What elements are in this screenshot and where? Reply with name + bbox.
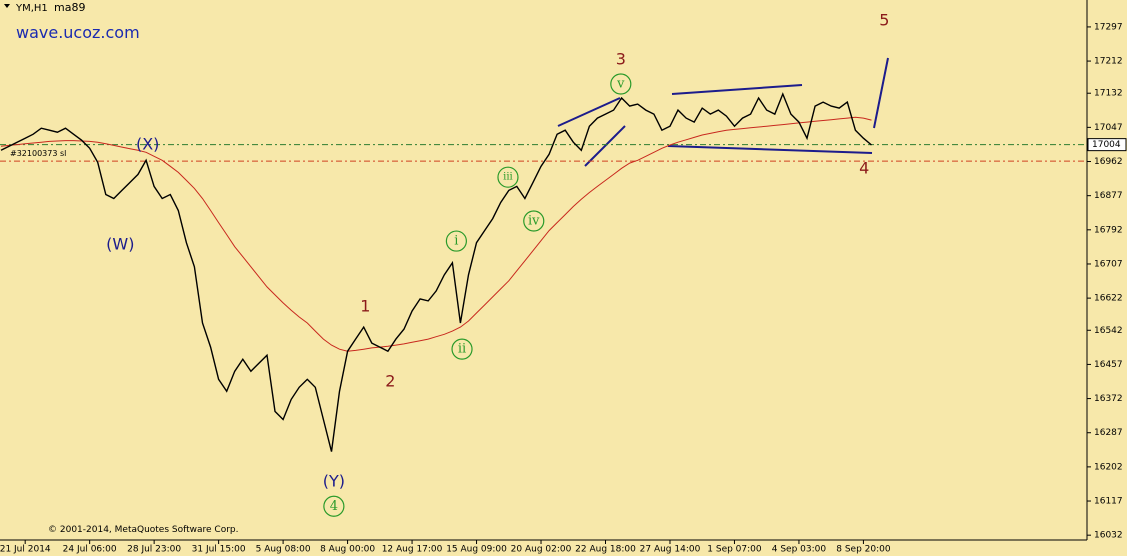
watermark: wave.ucoz.com bbox=[16, 23, 140, 42]
y-tick-label: 16032 bbox=[1094, 531, 1123, 541]
wave-label: ii bbox=[458, 342, 466, 357]
wave-label: 2 bbox=[385, 372, 395, 391]
wave-label: 1 bbox=[360, 296, 370, 315]
x-tick-label: 12 Aug 17:00 bbox=[382, 545, 443, 555]
wave-label: iii bbox=[503, 172, 513, 183]
x-tick-label: 28 Jul 23:00 bbox=[127, 545, 181, 555]
y-tick-label: 16707 bbox=[1094, 259, 1123, 269]
wave-label: 5 bbox=[879, 10, 889, 29]
wave-label: iv bbox=[528, 213, 540, 228]
x-tick-label: 20 Aug 02:00 bbox=[511, 545, 572, 555]
wave-circle bbox=[610, 73, 632, 95]
x-tick-label: 21 Jul 2014 bbox=[0, 545, 51, 555]
x-tick-label: 27 Aug 14:00 bbox=[640, 545, 701, 555]
x-tick-label: 15 Aug 09:00 bbox=[446, 545, 507, 555]
wave-label: 4 bbox=[330, 499, 338, 514]
y-tick-label: 16202 bbox=[1094, 462, 1123, 472]
y-tick-label: 17297 bbox=[1094, 22, 1123, 32]
wave-label: (Y) bbox=[323, 472, 345, 491]
y-tick-label: 17212 bbox=[1094, 57, 1123, 67]
symbol: YM,H1 bbox=[15, 3, 48, 14]
x-tick-label: 5 Aug 08:00 bbox=[256, 545, 311, 555]
y-tick-label: 16117 bbox=[1094, 497, 1123, 507]
x-tick-label: 4 Sep 03:00 bbox=[772, 545, 827, 555]
wave-circle bbox=[523, 210, 545, 232]
y-tick-label: 16962 bbox=[1094, 157, 1123, 167]
wave-circle bbox=[497, 166, 519, 188]
wave-circle bbox=[451, 338, 473, 360]
indicator: ma89 bbox=[54, 1, 85, 14]
y-tick-label: 16542 bbox=[1094, 326, 1123, 336]
y-tick-label: 16622 bbox=[1094, 294, 1123, 304]
menu-arrow bbox=[4, 4, 10, 8]
y-tick-label: 17047 bbox=[1094, 123, 1123, 133]
y-tick-label: 16287 bbox=[1094, 428, 1123, 438]
x-tick-label: 31 Jul 15:00 bbox=[192, 545, 246, 555]
stop-label: #32100373 sl bbox=[10, 149, 66, 158]
y-tick-label: 16372 bbox=[1094, 394, 1123, 404]
wave-circle bbox=[445, 230, 467, 252]
price-tag bbox=[1087, 138, 1127, 152]
wave-label: 3 bbox=[616, 49, 626, 68]
copyright: © 2001-2014, MetaQuotes Software Corp. bbox=[48, 525, 239, 535]
x-tick-label: 1 Sep 07:00 bbox=[707, 545, 762, 555]
wave-label: 4 bbox=[859, 159, 869, 178]
ma-line bbox=[0, 116, 872, 352]
wave-label: i bbox=[454, 234, 458, 249]
price-tag-label: 17004 bbox=[1092, 140, 1121, 150]
y-tick-label: 17132 bbox=[1094, 89, 1123, 99]
wave-label: v bbox=[616, 76, 625, 91]
wave-label: (W) bbox=[106, 235, 134, 254]
y-tick-label: 16792 bbox=[1094, 225, 1123, 235]
wave-label: (X) bbox=[136, 135, 159, 154]
trend-lines bbox=[557, 57, 889, 167]
wave-circle bbox=[323, 495, 345, 517]
x-tick-label: 22 Aug 18:00 bbox=[575, 545, 636, 555]
y-tick-label: 16457 bbox=[1094, 360, 1123, 370]
price-line-series bbox=[0, 92, 872, 452]
x-tick-label: 24 Jul 06:00 bbox=[63, 545, 117, 555]
y-tick-label: 16877 bbox=[1094, 191, 1123, 201]
x-tick-label: 8 Sep 20:00 bbox=[836, 545, 891, 555]
x-tick-label: 8 Aug 00:00 bbox=[320, 545, 375, 555]
